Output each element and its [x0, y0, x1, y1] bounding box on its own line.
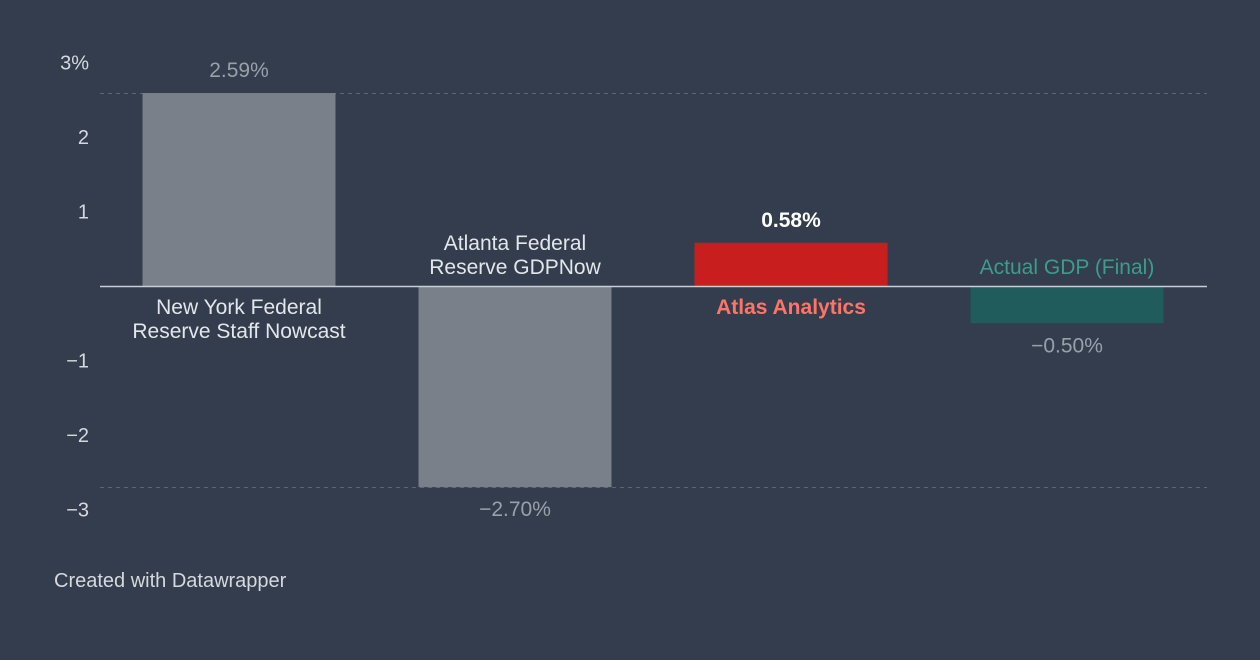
y-tick-label-0: 3% — [60, 53, 89, 75]
category-label-1: Atlanta Federal Reserve GDPNow — [429, 232, 601, 279]
category-label-0-line-1: Reserve Staff Nowcast — [132, 320, 345, 343]
bar-2 — [694, 242, 888, 286]
y-tick-label-3: −1 — [66, 351, 89, 373]
category-label-1-line-0: Atlanta Federal — [444, 232, 586, 255]
category-label-1-line-1: Reserve GDPNow — [429, 256, 601, 279]
y-tick-label-2: 1 — [78, 202, 89, 224]
category-label-2-line-0: Atlas Analytics — [716, 296, 866, 319]
credit-footer: Created with Datawrapper — [54, 570, 287, 592]
category-label-0-line-0: New York Federal — [156, 296, 322, 319]
bar-0 — [142, 93, 336, 286]
category-label-2: Atlas Analytics — [716, 296, 866, 319]
y-tick-label-1: 2 — [78, 127, 89, 149]
value-label-2: 0.58% — [761, 209, 821, 232]
bar-3 — [970, 286, 1164, 324]
category-label-3-line-0: Actual GDP (Final) — [980, 256, 1155, 279]
bar-chart: 3% 2 1 −1 −2 −3 2.59% New York Federal Reserve S… — [60, 53, 1207, 522]
category-label-3: Actual GDP (Final) — [980, 256, 1155, 279]
category-label-0: New York Federal Reserve Staff Nowcast — [132, 296, 345, 343]
value-label-0: 2.59% — [209, 59, 269, 82]
y-tick-label-5: −3 — [66, 500, 89, 522]
bar-1 — [418, 286, 612, 488]
value-label-1: −2.70% — [479, 498, 551, 521]
y-tick-label-4: −2 — [66, 425, 89, 447]
value-label-3: −0.50% — [1031, 334, 1103, 357]
